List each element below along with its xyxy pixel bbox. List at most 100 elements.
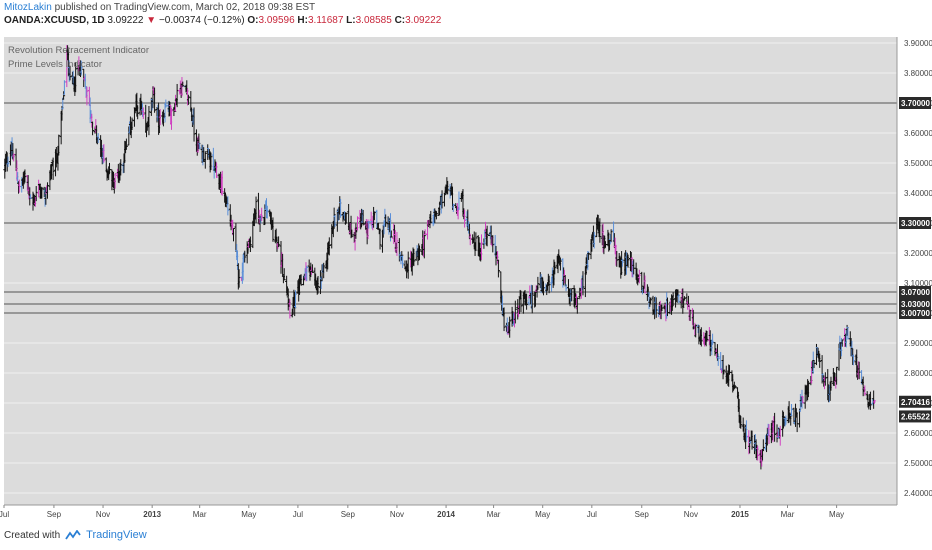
y-tick-label: 3.10000 xyxy=(904,279,932,288)
ohlc-bar xyxy=(442,193,446,207)
ohlc-bar xyxy=(406,251,410,279)
ohlc-bar xyxy=(198,143,202,150)
ohlc-bar xyxy=(592,231,596,249)
ohlc-bar xyxy=(417,245,421,261)
ohlc-bar xyxy=(750,430,754,450)
x-tick-label: 2015 xyxy=(731,510,749,519)
author-link[interactable]: MitozLakin xyxy=(4,2,52,13)
ohlc-bar xyxy=(23,169,27,183)
ohlc-bar xyxy=(643,275,647,294)
ohlc-bar xyxy=(699,327,703,347)
y-tick-label: 2.60000 xyxy=(904,429,932,438)
ohlc-bar xyxy=(102,144,106,163)
x-tick-label: Jul xyxy=(587,510,597,519)
ohlc-bar xyxy=(840,339,844,347)
price-marker-bg xyxy=(899,410,931,423)
ohlc-bar xyxy=(463,209,467,228)
ohlc-bar xyxy=(491,235,495,253)
ohlc-bar xyxy=(192,107,196,142)
ohlc-bar xyxy=(558,257,562,271)
ohlc-bar xyxy=(29,194,33,199)
ohlc-bar xyxy=(761,439,765,452)
ohlc-bar xyxy=(378,228,382,250)
plot-area[interactable] xyxy=(4,37,897,505)
published-text: published on TradingView.com, March 02, … xyxy=(54,2,316,13)
ohlc-bar xyxy=(608,234,612,245)
ohlc-bar xyxy=(147,106,151,136)
ohlc-bar xyxy=(423,229,427,236)
high-label: H: xyxy=(297,15,308,26)
last-price: 3.09222 xyxy=(107,15,144,26)
ohlc-bar xyxy=(784,415,788,425)
ohlc-bar xyxy=(277,236,281,248)
y-tick-label: 3.40000 xyxy=(904,189,932,198)
ohlc-bar xyxy=(474,232,478,251)
footer: Created with TradingView xyxy=(4,529,147,541)
level-tag-label: 3.70000 xyxy=(901,99,930,108)
x-tick-label: Mar xyxy=(781,510,795,519)
ohlc-bars xyxy=(3,45,876,470)
ohlc-bar xyxy=(502,307,506,332)
ohlc-bar xyxy=(422,231,426,259)
x-tick-label: Nov xyxy=(390,510,404,519)
y-tick-label: 2.80000 xyxy=(904,369,932,378)
ohlc-bar xyxy=(564,284,568,292)
price-change: −0.00374 (−0.12%) xyxy=(158,15,245,26)
tradingview-brand-link[interactable]: TradingView xyxy=(86,529,147,541)
ohlc-bar xyxy=(57,134,61,156)
ohlc-bar xyxy=(823,372,827,386)
open-label: O: xyxy=(247,15,259,26)
level-tag-bg xyxy=(899,217,931,229)
x-tick-label: Jul xyxy=(0,510,9,519)
ohlc-bar xyxy=(68,65,72,81)
ohlc-bar xyxy=(581,271,585,296)
ohlc-bar xyxy=(74,62,78,93)
price-marker-label: 2.70416 xyxy=(901,398,930,407)
ohlc-bar xyxy=(305,265,309,282)
ohlc-bar xyxy=(525,293,529,310)
ohlc-bar xyxy=(310,264,314,273)
ohlc-bar xyxy=(254,196,258,223)
ohlc-bar xyxy=(794,408,798,418)
ohlc-bar xyxy=(744,420,748,442)
ohlc-bar xyxy=(51,157,55,180)
x-tick-label: May xyxy=(829,510,844,519)
price-chart[interactable]: 3.90000 3.80000 3.70000 3.60000 3.50000 3.400… xyxy=(0,0,932,528)
x-tick-label: May xyxy=(535,510,550,519)
price-marker-bg xyxy=(899,395,931,408)
ohlc-bar xyxy=(575,297,579,314)
y-tick-label: 2.50000 xyxy=(904,459,932,468)
ohlc-bar xyxy=(332,207,336,229)
ohlc-bar xyxy=(586,250,590,271)
ohlc-bar xyxy=(829,376,833,391)
x-tick-label: Nov xyxy=(684,510,698,519)
ohlc-bar xyxy=(6,156,10,168)
ohlc-bar xyxy=(480,234,484,261)
ohlc-bar xyxy=(609,229,613,242)
ohlc-bar xyxy=(130,117,134,130)
ohlc-bar xyxy=(468,233,472,246)
ohlc-bar xyxy=(711,333,715,345)
ohlc-bar xyxy=(186,94,190,105)
ohlc-bar xyxy=(598,218,602,243)
ohlc-bar xyxy=(40,187,44,199)
ohlc-bar xyxy=(626,254,630,268)
ohlc-bar xyxy=(282,268,286,281)
low-label: L: xyxy=(346,15,356,26)
ohlc-bar xyxy=(91,121,95,136)
ohlc-bar xyxy=(265,205,269,219)
ohlc-bar xyxy=(756,445,760,461)
created-with-text: Created with xyxy=(4,529,61,541)
symbol-label: OANDA:XCUUSD, 1D xyxy=(4,15,105,26)
ohlc-bar xyxy=(872,399,876,404)
high-value: 3.11687 xyxy=(307,15,344,26)
y-tick-label: 3.50000 xyxy=(904,159,932,168)
x-tick-label: Sep xyxy=(47,510,62,519)
tradingview-logo-icon xyxy=(65,529,81,539)
ohlc-bar xyxy=(412,248,416,267)
ohlc-bar xyxy=(45,182,49,199)
ohlc-bar xyxy=(34,186,38,202)
ohlc-bar xyxy=(350,229,354,238)
low-value: 3.08585 xyxy=(355,15,392,26)
price-marker-label: 2.65522 xyxy=(901,412,930,421)
